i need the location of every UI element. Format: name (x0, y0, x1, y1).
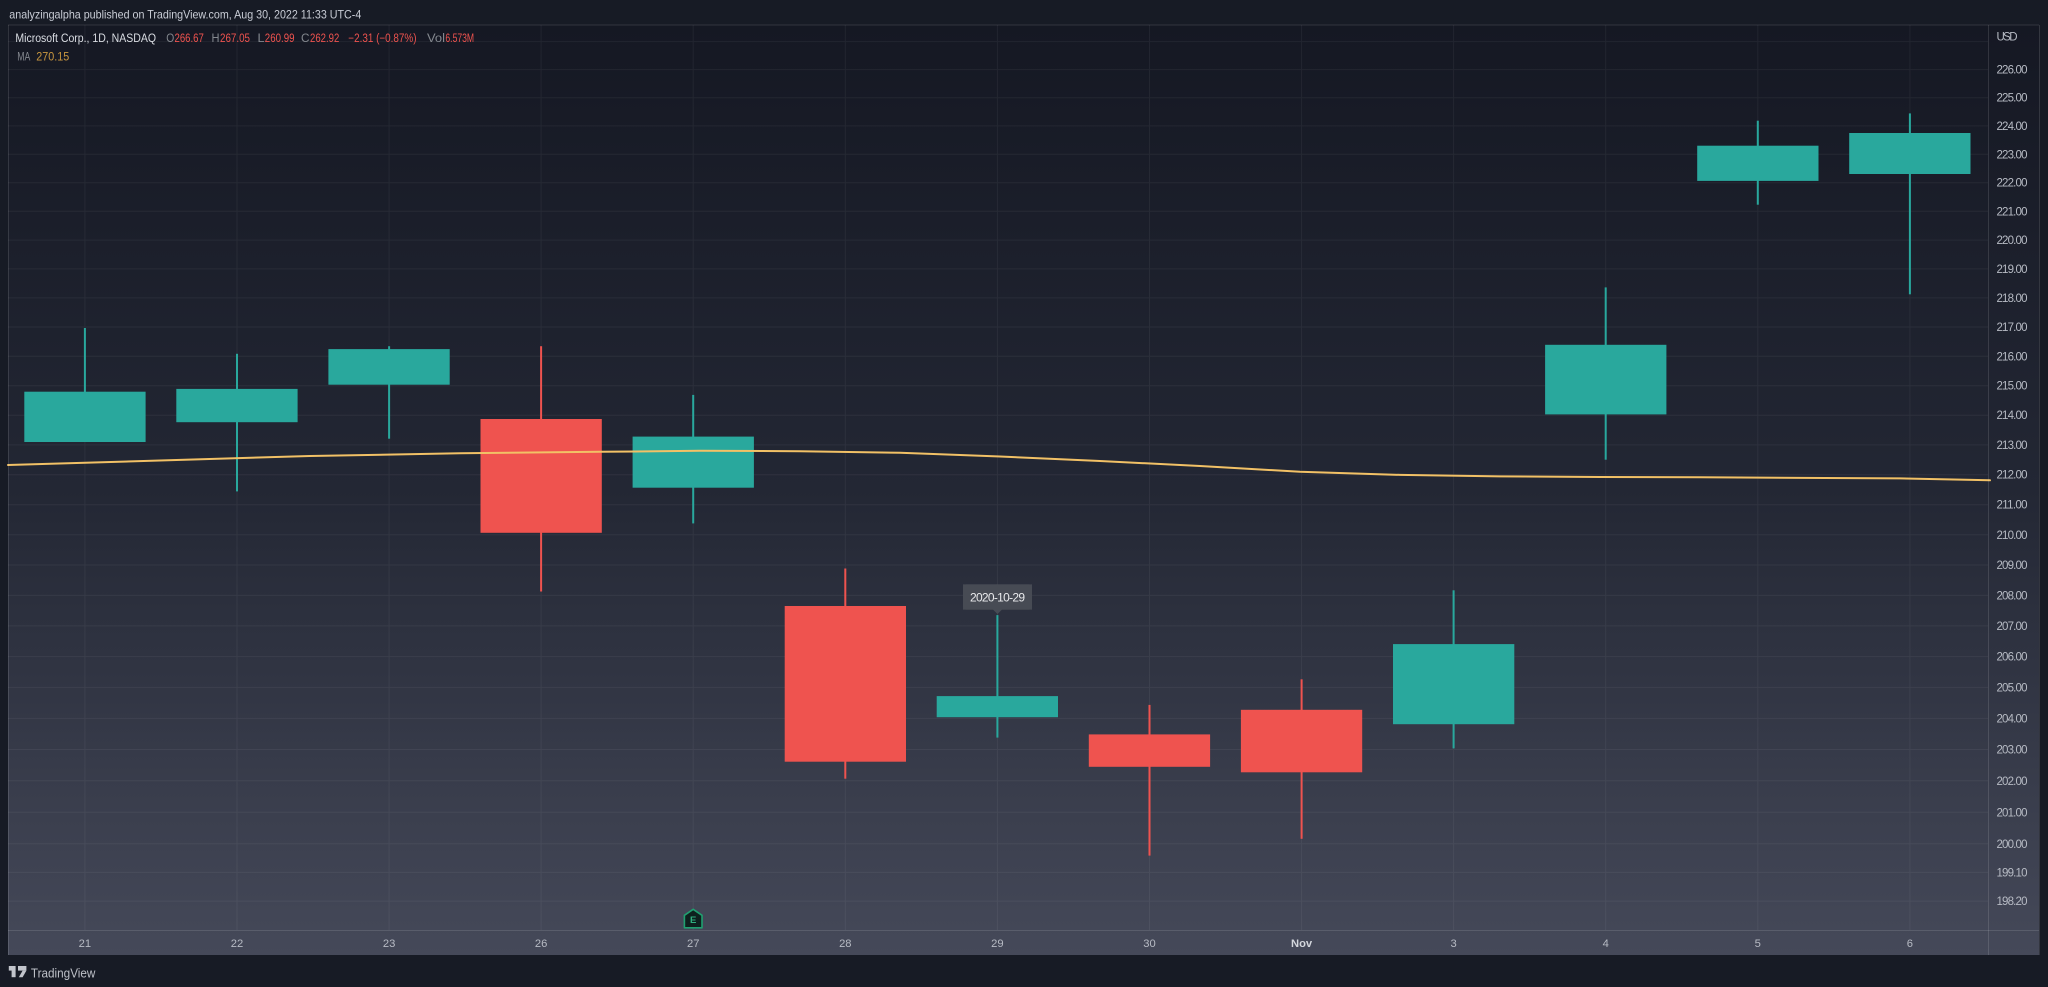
svg-text:27: 27 (687, 938, 699, 950)
svg-text:222.00: 222.00 (1997, 178, 2028, 190)
svg-text:223.00: 223.00 (1997, 149, 2028, 161)
svg-text:Vol: Vol (427, 33, 445, 45)
svg-text:203.00: 203.00 (1997, 745, 2028, 757)
svg-text:199.10: 199.10 (1997, 867, 2028, 879)
svg-text:21: 21 (79, 938, 91, 950)
svg-text:205.00: 205.00 (1997, 682, 2028, 694)
svg-text:267.05: 267.05 (220, 33, 250, 45)
svg-text:208.00: 208.00 (1997, 590, 2028, 602)
svg-text:analyzingalpha published on Tr: analyzingalpha published on TradingView.… (9, 8, 361, 22)
svg-text:214.00: 214.00 (1997, 410, 2028, 422)
svg-text:O: O (166, 33, 174, 45)
svg-text:219.00: 219.00 (1997, 264, 2028, 276)
svg-text:L: L (258, 33, 266, 45)
svg-text:221.00: 221.00 (1997, 206, 2028, 218)
svg-text:6.573M: 6.573M (445, 33, 474, 45)
svg-text:260.99: 260.99 (265, 33, 295, 45)
svg-text:29: 29 (991, 938, 1003, 950)
svg-text:216.00: 216.00 (1997, 351, 2028, 363)
svg-text:204.00: 204.00 (1997, 713, 2028, 725)
svg-text:MA: MA (17, 52, 30, 64)
svg-text:212.00: 212.00 (1997, 470, 2028, 482)
svg-text:201.00: 201.00 (1997, 807, 2028, 819)
svg-text:202.00: 202.00 (1997, 776, 2028, 788)
svg-text:H: H (212, 33, 220, 45)
svg-text:TradingView: TradingView (31, 966, 96, 981)
svg-text:23: 23 (383, 938, 395, 950)
svg-text:262.92: 262.92 (310, 33, 339, 45)
svg-text:209.00: 209.00 (1997, 560, 2028, 572)
svg-text:−2.31 (−0.87%): −2.31 (−0.87%) (348, 33, 416, 45)
svg-text:C: C (301, 33, 310, 45)
svg-text:22: 22 (231, 938, 243, 950)
svg-text:198.20: 198.20 (1997, 896, 2028, 908)
svg-text:218.00: 218.00 (1997, 293, 2028, 305)
svg-text:4: 4 (1603, 938, 1609, 950)
svg-text:220.00: 220.00 (1997, 235, 2028, 247)
svg-text:3: 3 (1450, 938, 1456, 950)
svg-text:215.00: 215.00 (1997, 381, 2028, 393)
svg-text:Nov: Nov (1291, 938, 1313, 950)
svg-text:226.00: 226.00 (1997, 65, 2028, 77)
svg-text:270.15: 270.15 (36, 52, 69, 64)
svg-text:USD: USD (1997, 32, 2018, 44)
svg-text:6: 6 (1907, 938, 1913, 950)
svg-text:206.00: 206.00 (1997, 652, 2028, 664)
svg-text:207.00: 207.00 (1997, 621, 2028, 633)
svg-text:225.00: 225.00 (1997, 93, 2028, 105)
svg-text:224.00: 224.00 (1997, 121, 2028, 133)
svg-text:213.00: 213.00 (1997, 440, 2028, 452)
svg-text:26: 26 (535, 938, 547, 950)
svg-text:E: E (690, 915, 696, 926)
svg-text:211.00: 211.00 (1997, 500, 2028, 512)
svg-text:200.00: 200.00 (1997, 839, 2028, 851)
svg-text:28: 28 (839, 938, 851, 950)
svg-text:217.00: 217.00 (1997, 322, 2028, 334)
svg-text:266.67: 266.67 (175, 33, 204, 45)
svg-text:210.00: 210.00 (1997, 530, 2028, 542)
svg-text:Microsoft Corp., 1D, NASDAQ: Microsoft Corp., 1D, NASDAQ (15, 33, 156, 45)
svg-text:2020-10-29: 2020-10-29 (970, 590, 1025, 604)
svg-text:30: 30 (1143, 938, 1155, 950)
svg-text:5: 5 (1755, 938, 1761, 950)
